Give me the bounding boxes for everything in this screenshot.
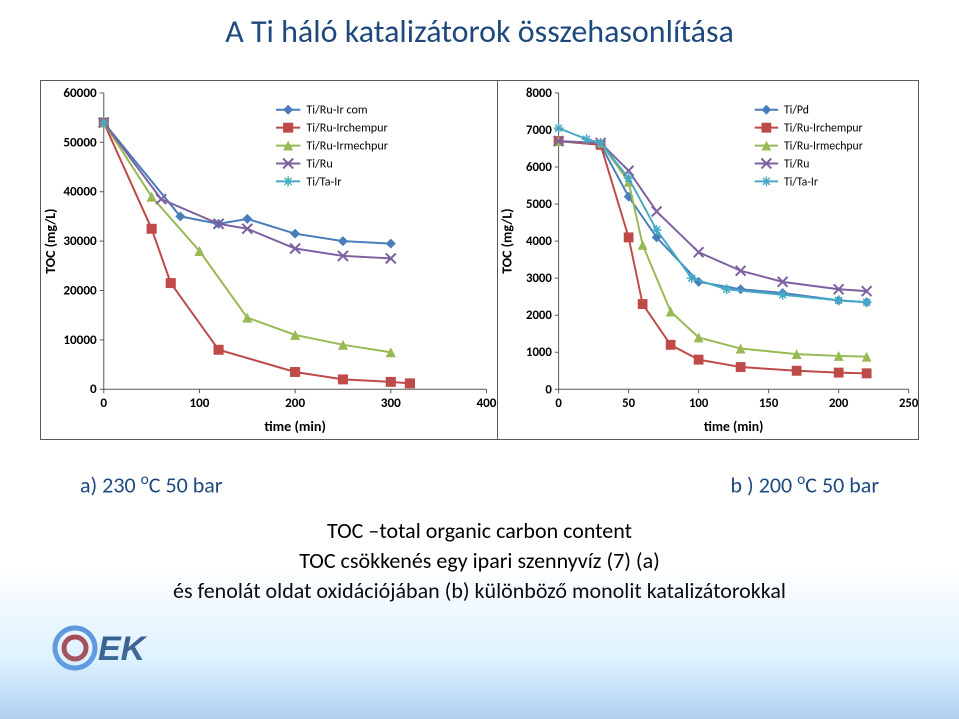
svg-text:150: 150: [759, 396, 779, 411]
desc-line-2: és fenolát oldat oxidációjában (b) külön…: [80, 576, 879, 606]
svg-text:400: 400: [476, 395, 496, 411]
caption-a: a) 230 oC 50 bar: [80, 470, 222, 498]
svg-text:30000: 30000: [63, 233, 97, 249]
svg-text:time (min): time (min): [264, 418, 326, 435]
toc-label: TOC –total organic carbon content: [80, 516, 879, 546]
svg-text:100: 100: [689, 396, 709, 411]
svg-text:EK: EK: [98, 630, 148, 668]
svg-text:3000: 3000: [526, 271, 552, 286]
svg-text:100: 100: [189, 395, 209, 411]
ek-logo: EK: [50, 620, 150, 681]
svg-text:2000: 2000: [526, 308, 552, 323]
svg-text:Ti/Ru-Irchempur: Ti/Ru-Irchempur: [306, 122, 387, 136]
svg-text:Ti/Ru-Irchempur: Ti/Ru-Irchempur: [784, 122, 863, 136]
svg-text:40000: 40000: [63, 184, 97, 200]
svg-text:200: 200: [285, 395, 305, 411]
svg-text:50000: 50000: [63, 134, 97, 150]
svg-text:8000: 8000: [526, 86, 552, 101]
svg-text:Ti/Ta-Ir: Ti/Ta-Ir: [784, 175, 818, 189]
svg-text:6000: 6000: [526, 160, 552, 175]
svg-text:time (min): time (min): [703, 418, 762, 435]
svg-text:10000: 10000: [63, 332, 97, 348]
svg-text:TOC (mg/L): TOC (mg/L): [498, 208, 515, 273]
svg-text:Ti/Ru: Ti/Ru: [784, 157, 809, 171]
svg-text:4000: 4000: [526, 234, 552, 249]
svg-text:Ti/Ru: Ti/Ru: [306, 158, 332, 172]
svg-text:60000: 60000: [63, 85, 97, 101]
svg-text:Ti/Ru-Irmechpur: Ti/Ru-Irmechpur: [784, 139, 863, 153]
svg-text:0: 0: [545, 382, 552, 397]
captions: a) 230 oC 50 bar b ) 200 oC 50 bar TOC –…: [80, 470, 879, 605]
svg-text:250: 250: [899, 396, 918, 411]
svg-text:Ti/Ta-Ir: Ti/Ta-Ir: [306, 175, 341, 189]
svg-text:200: 200: [829, 396, 849, 411]
svg-text:50: 50: [622, 396, 635, 411]
svg-text:5000: 5000: [526, 197, 552, 212]
svg-text:300: 300: [381, 395, 401, 411]
svg-text:7000: 7000: [526, 123, 552, 138]
svg-text:1000: 1000: [526, 345, 552, 360]
charts-row: 0100002000030000400005000060000010020030…: [40, 80, 919, 440]
chart-a: 0 10000 20000 30000 40000 50000 60000 0 100 200 30…: [40, 80, 498, 440]
svg-text:TOC (mg/L): TOC (mg/L): [42, 208, 59, 273]
svg-text:Ti/Pd: Ti/Pd: [784, 104, 809, 118]
svg-text:0: 0: [90, 381, 97, 397]
page-title: A Ti háló katalizátorok összehasonlítása: [0, 12, 959, 51]
desc-line-1: TOC csökkenés egy ipari szennyvíz (7) (a…: [80, 546, 879, 576]
chart-b: 0 1000 2000 3000 4000 5000 6000 7000 8000 0 50 100 1…: [497, 80, 919, 440]
svg-text:Ti/Ru-Ir com: Ti/Ru-Ir com: [306, 104, 367, 118]
caption-b: b ) 200 oC 50 bar: [731, 470, 879, 498]
svg-text:Ti/Ru-Irmechpur: Ti/Ru-Irmechpur: [306, 140, 388, 154]
svg-text:0: 0: [100, 395, 107, 411]
svg-text:0: 0: [555, 396, 562, 411]
svg-text:20000: 20000: [63, 283, 97, 299]
